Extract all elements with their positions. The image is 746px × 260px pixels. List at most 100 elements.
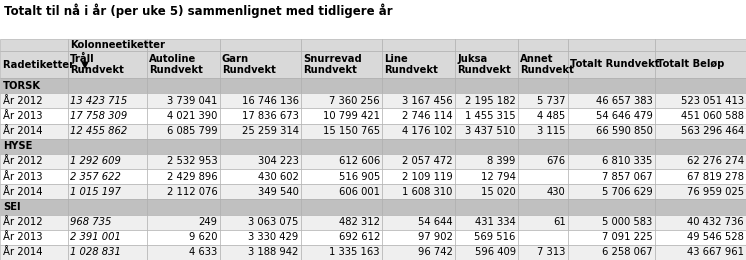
- Bar: [0, 39, 68, 51]
- Bar: [518, 108, 568, 124]
- Bar: [568, 124, 655, 139]
- Bar: [301, 124, 382, 139]
- Bar: [655, 108, 746, 124]
- Bar: [382, 93, 455, 108]
- Text: Juksa
Rundvekt: Juksa Rundvekt: [457, 54, 511, 75]
- Text: 2 109 119: 2 109 119: [402, 172, 453, 181]
- Bar: [147, 230, 219, 245]
- Bar: [219, 154, 301, 169]
- Bar: [219, 199, 301, 214]
- Text: År 2012: År 2012: [3, 96, 43, 106]
- Bar: [382, 108, 455, 124]
- Bar: [382, 245, 455, 260]
- Bar: [147, 124, 219, 139]
- Text: 13 423 715: 13 423 715: [70, 96, 128, 106]
- Text: 2 746 114: 2 746 114: [402, 111, 453, 121]
- Text: 1 015 197: 1 015 197: [70, 187, 121, 197]
- Text: 431 334: 431 334: [475, 217, 515, 227]
- Bar: [382, 214, 455, 230]
- Bar: [568, 169, 655, 184]
- Bar: [68, 124, 147, 139]
- Bar: [301, 214, 382, 230]
- Bar: [455, 51, 518, 78]
- Bar: [382, 169, 455, 184]
- Bar: [455, 108, 518, 124]
- Bar: [655, 245, 746, 260]
- Bar: [518, 169, 568, 184]
- Text: 3 188 942: 3 188 942: [248, 248, 298, 257]
- Text: HYSE: HYSE: [3, 141, 32, 151]
- Bar: [301, 108, 382, 124]
- Text: 12 455 862: 12 455 862: [70, 126, 128, 136]
- Text: 5 737: 5 737: [537, 96, 565, 106]
- Text: 2 112 076: 2 112 076: [166, 187, 217, 197]
- Bar: [219, 124, 301, 139]
- Text: 3 115: 3 115: [537, 126, 565, 136]
- Text: 8 399: 8 399: [487, 157, 515, 166]
- Text: 54 646 479: 54 646 479: [596, 111, 653, 121]
- Bar: [382, 230, 455, 245]
- Bar: [147, 245, 219, 260]
- Bar: [301, 139, 382, 154]
- Bar: [568, 230, 655, 245]
- Text: 43 667 961: 43 667 961: [687, 248, 744, 257]
- Text: Totalt til nå i år (per uke 5) sammenlignet med tidligere år: Totalt til nå i år (per uke 5) sammenlig…: [4, 4, 392, 18]
- Text: 2 429 896: 2 429 896: [167, 172, 217, 181]
- Bar: [455, 93, 518, 108]
- Text: 17 758 309: 17 758 309: [70, 111, 128, 121]
- Text: 54 644: 54 644: [419, 217, 453, 227]
- Bar: [0, 184, 68, 199]
- Text: 563 296 464: 563 296 464: [680, 126, 744, 136]
- Bar: [455, 169, 518, 184]
- Text: 523 051 413: 523 051 413: [680, 96, 744, 106]
- Text: 9 620: 9 620: [189, 232, 217, 242]
- Bar: [518, 184, 568, 199]
- Bar: [301, 93, 382, 108]
- Bar: [518, 78, 568, 93]
- Text: 15 150 765: 15 150 765: [323, 126, 380, 136]
- Text: År 2014: År 2014: [3, 187, 43, 197]
- Bar: [219, 184, 301, 199]
- Text: 2 357 622: 2 357 622: [70, 172, 121, 181]
- Text: SEI: SEI: [3, 202, 21, 212]
- Bar: [518, 214, 568, 230]
- Text: 5 000 583: 5 000 583: [602, 217, 653, 227]
- Bar: [655, 51, 746, 78]
- Bar: [655, 214, 746, 230]
- Bar: [382, 51, 455, 78]
- Bar: [68, 184, 147, 199]
- Bar: [68, 169, 147, 184]
- Bar: [0, 214, 68, 230]
- Text: 4 176 102: 4 176 102: [402, 126, 453, 136]
- Text: TORSK: TORSK: [3, 81, 41, 90]
- Bar: [568, 184, 655, 199]
- Text: 430: 430: [547, 187, 565, 197]
- Text: 2 532 953: 2 532 953: [167, 157, 217, 166]
- Bar: [0, 124, 68, 139]
- Bar: [655, 39, 746, 51]
- Bar: [219, 169, 301, 184]
- Text: 7 313: 7 313: [537, 248, 565, 257]
- Bar: [147, 78, 219, 93]
- Bar: [0, 245, 68, 260]
- Text: 4 021 390: 4 021 390: [167, 111, 217, 121]
- Bar: [68, 214, 147, 230]
- Bar: [147, 199, 219, 214]
- Bar: [455, 124, 518, 139]
- Bar: [655, 93, 746, 108]
- Text: 4 633: 4 633: [189, 248, 217, 257]
- Bar: [147, 108, 219, 124]
- Text: 46 657 383: 46 657 383: [596, 96, 653, 106]
- Bar: [301, 230, 382, 245]
- Bar: [219, 139, 301, 154]
- Bar: [301, 154, 382, 169]
- Bar: [0, 78, 68, 93]
- Bar: [455, 184, 518, 199]
- Text: År 2012: År 2012: [3, 217, 43, 227]
- Bar: [0, 230, 68, 245]
- Bar: [455, 199, 518, 214]
- Bar: [518, 51, 568, 78]
- Bar: [455, 230, 518, 245]
- Bar: [301, 51, 382, 78]
- Text: 692 612: 692 612: [339, 232, 380, 242]
